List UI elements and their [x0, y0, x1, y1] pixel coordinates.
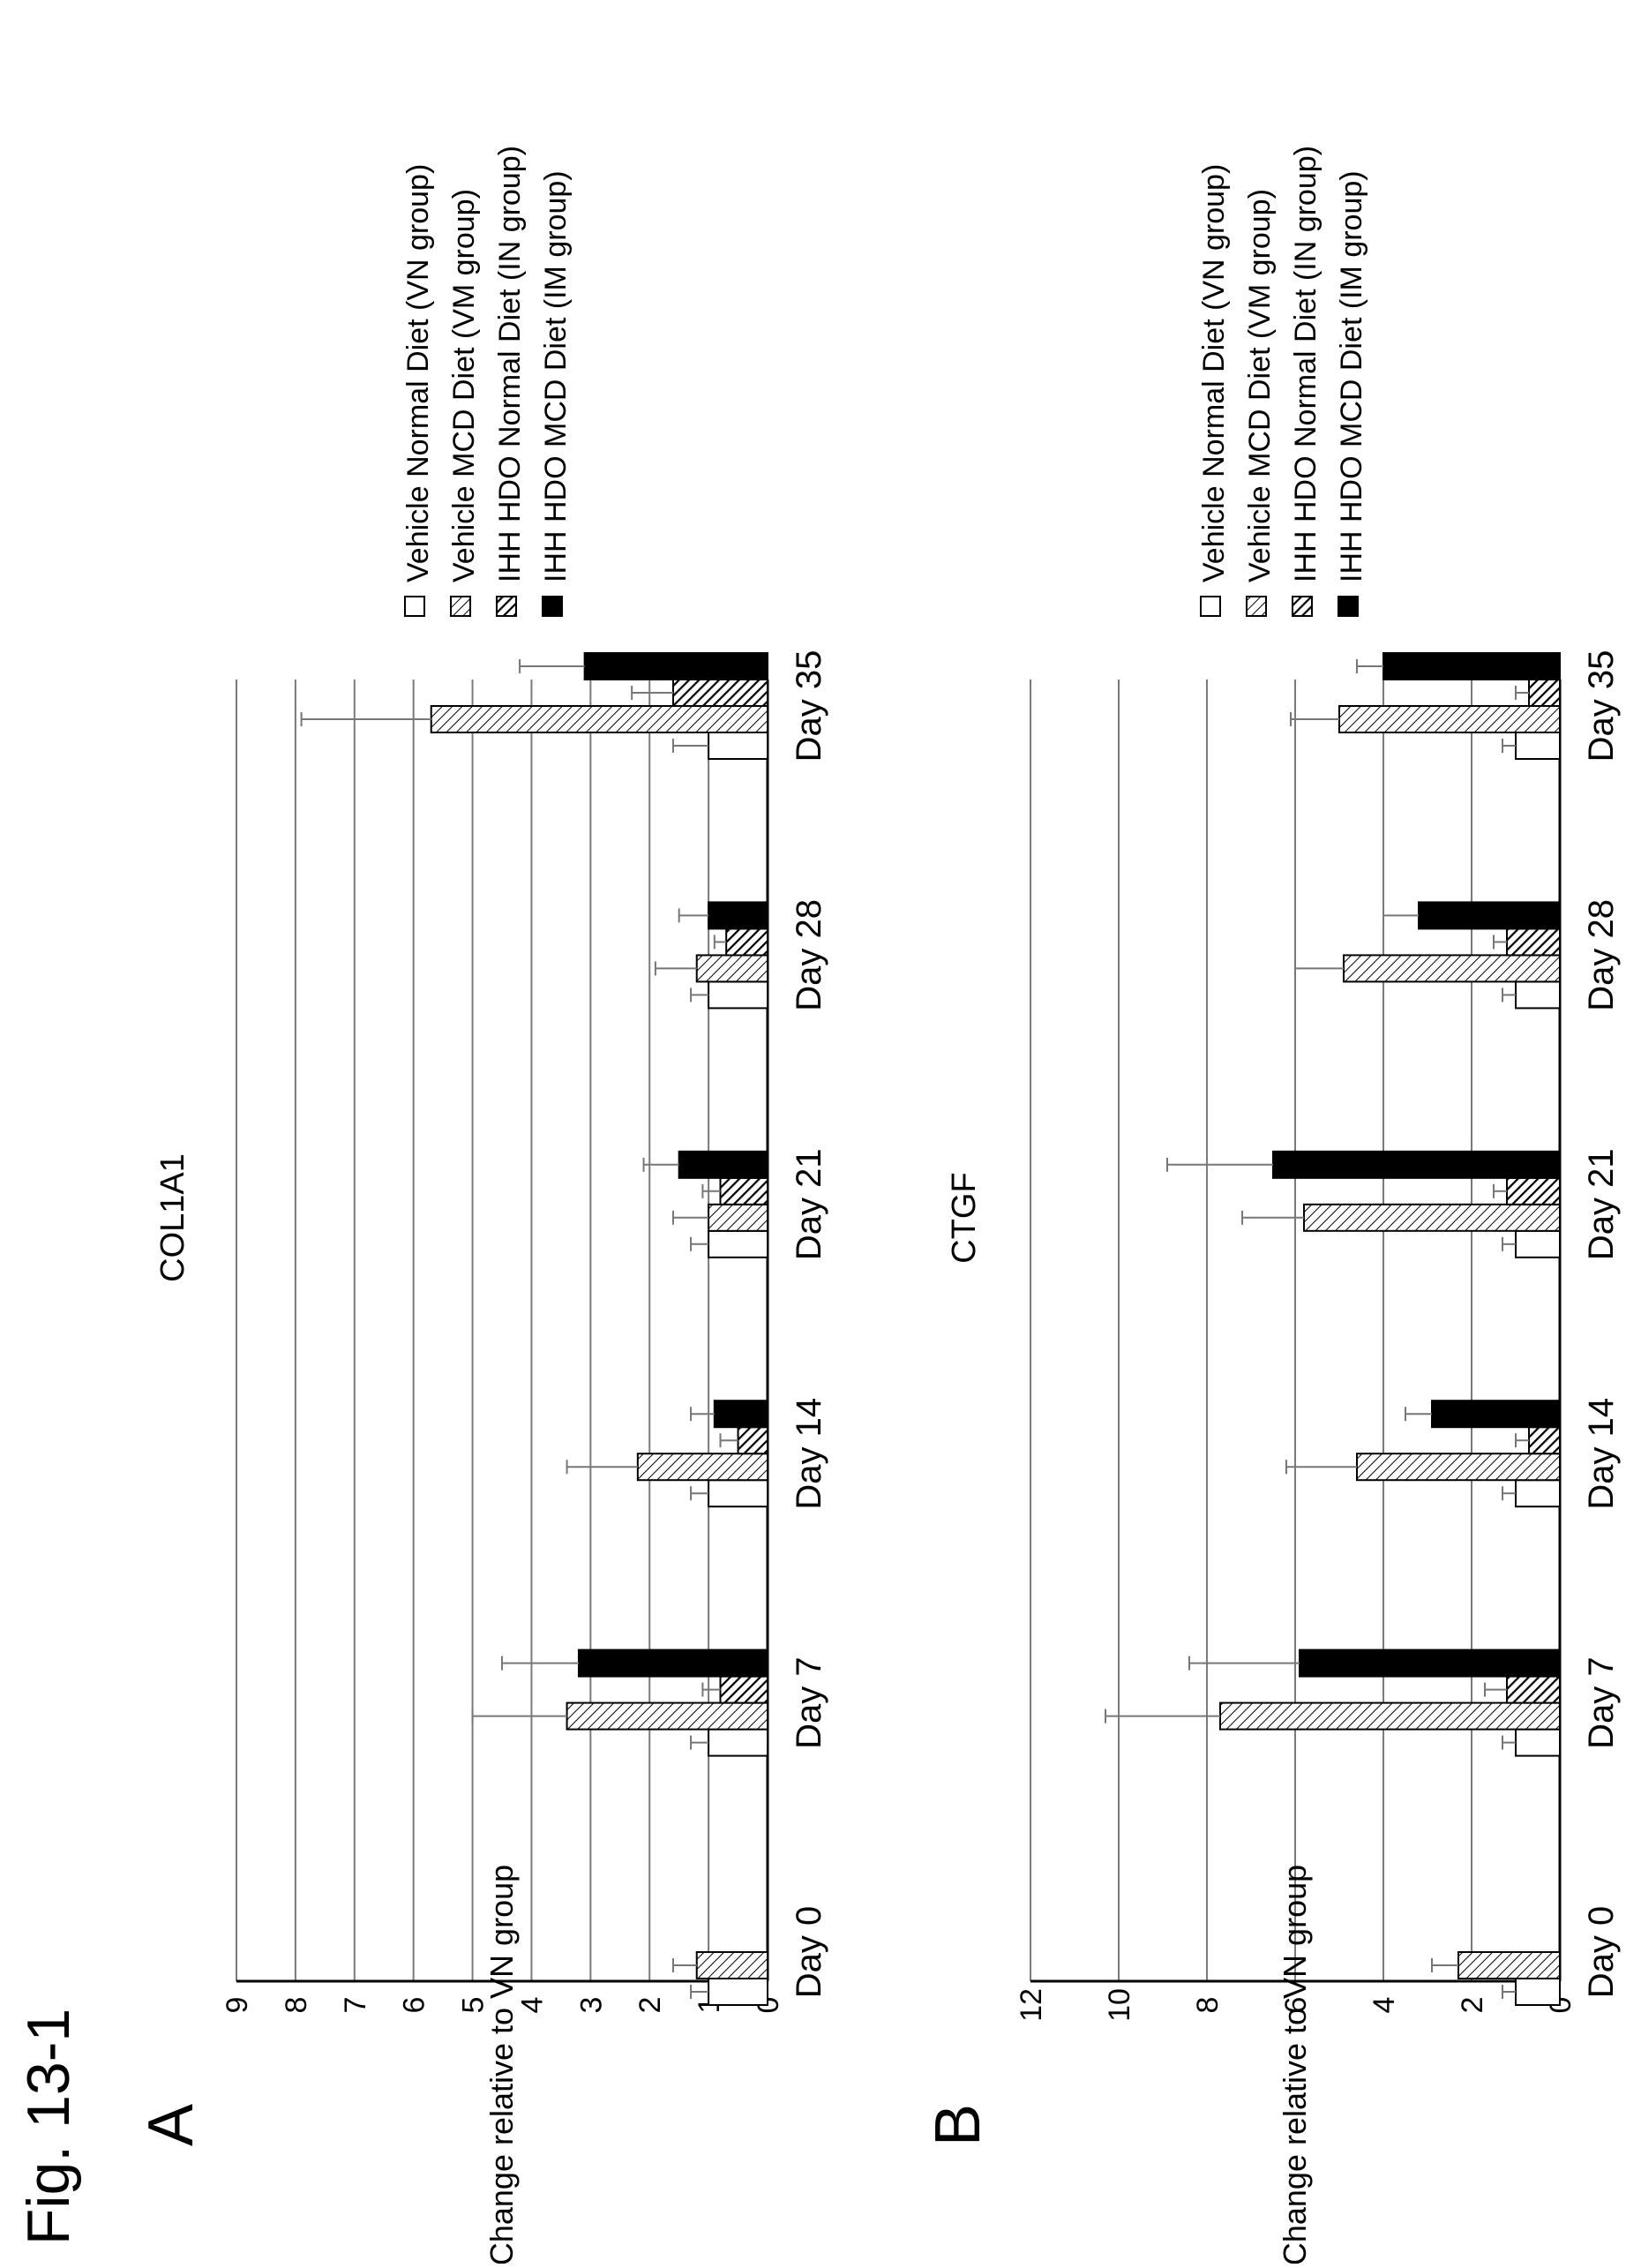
y-tick-label: 7: [339, 1997, 372, 2014]
bar-im: [577, 1648, 769, 1678]
bar-vn: [708, 980, 768, 1010]
bar-im: [678, 1150, 769, 1179]
bar-in: [1528, 1426, 1561, 1455]
y-tick-label: 5: [457, 1997, 491, 2014]
ctgf-chart: 024681012Change relative to VN groupDay …: [946, 146, 1621, 2265]
bar-im: [583, 652, 769, 680]
y-tick-label: 8: [1191, 1997, 1225, 2014]
category-label: Day 35: [1582, 650, 1621, 762]
bar-vm: [695, 954, 769, 983]
y-tick-label: 3: [574, 1997, 608, 2014]
legend-label: Vehicle MCD Diet (VM group): [447, 189, 481, 582]
bar-in: [719, 1176, 769, 1205]
legend-swatch-vn: [404, 596, 425, 617]
legend-swatch-vn: [1200, 596, 1221, 617]
bar-vm: [1303, 1203, 1561, 1232]
bar-vm: [636, 1453, 768, 1482]
bar-in: [671, 679, 769, 707]
bar-vn: [1515, 1229, 1561, 1258]
chart-title: CTGF: [946, 1172, 983, 1263]
bar-vn: [1515, 980, 1561, 1010]
y-axis-label: Change relative to VN group: [483, 1865, 520, 2264]
bar-in: [737, 1426, 768, 1455]
legend-swatch-vm: [1246, 596, 1267, 617]
legend-label: Vehicle Normal Diet (VN group): [1197, 164, 1231, 582]
bar-vn: [1515, 1728, 1561, 1757]
legend-swatch-in: [496, 596, 517, 617]
bar-vn: [708, 732, 768, 760]
bar-im: [1382, 652, 1561, 680]
bar-vm: [1219, 1701, 1561, 1731]
y-tick-label: 10: [1103, 1988, 1136, 2022]
legend-label: IHH HDO Normal Diet (IN group): [493, 146, 527, 582]
y-axis-label: Change relative to VN group: [1277, 1865, 1313, 2264]
bar-vn: [1515, 732, 1561, 760]
bar-vn: [708, 1229, 768, 1258]
category-label: Day 0: [790, 1906, 828, 1999]
panel-label-a: A: [136, 2104, 206, 2146]
category-label: Day 35: [790, 650, 828, 762]
bar-in: [1528, 679, 1561, 707]
category-label: Day 28: [1582, 899, 1621, 1011]
col1a1-chart: 0123456789Change relative to VN groupDay…: [154, 146, 828, 2265]
bar-vm: [708, 1203, 768, 1232]
y-tick-label: 4: [1368, 1997, 1401, 2014]
legend-label: Vehicle Normal Diet (VN group): [401, 164, 435, 582]
bar-vm: [566, 1701, 768, 1731]
bar-in: [719, 1675, 769, 1704]
bar-im: [1418, 901, 1561, 930]
panel-label-b: B: [923, 2104, 993, 2146]
category-label: Day 28: [790, 899, 828, 1011]
legend-swatch-vm: [450, 596, 471, 617]
bar-in: [1506, 927, 1561, 957]
legend-swatch-im: [1338, 596, 1359, 617]
category-label: Day 7: [1582, 1656, 1621, 1749]
bar-vn: [708, 1728, 768, 1757]
y-tick-label: 2: [633, 1997, 667, 2014]
bar-vn: [708, 1978, 768, 2006]
bar-vn: [1515, 1479, 1561, 1508]
legend-label: IHH HDO MCD Diet (IM group): [1335, 170, 1368, 582]
bar-vm: [1338, 705, 1561, 733]
figure-label: Fig. 13-1: [15, 2009, 82, 2245]
y-tick-label: 6: [1279, 1997, 1313, 2014]
legend-swatch-in: [1292, 596, 1313, 617]
y-tick-label: 2: [1456, 1997, 1489, 2014]
bar-im: [1431, 1400, 1561, 1429]
y-tick-label: 8: [280, 1997, 313, 2014]
bar-vm: [1356, 1453, 1561, 1482]
category-label: Day 21: [790, 1148, 828, 1260]
y-tick-label: 6: [398, 1997, 431, 2014]
y-tick-label: 9: [221, 1997, 254, 2014]
bar-vn: [1515, 1978, 1561, 2006]
bar-im: [708, 901, 768, 930]
bar-in: [1506, 1176, 1561, 1205]
bar-vn: [708, 1479, 768, 1508]
chart-title: COL1A1: [154, 1153, 191, 1282]
legend-label: Vehicle MCD Diet (VM group): [1243, 189, 1277, 582]
category-label: Day 14: [1582, 1398, 1621, 1510]
bar-im: [1272, 1150, 1561, 1179]
category-label: Day 0: [1582, 1906, 1621, 1999]
category-label: Day 14: [790, 1398, 828, 1510]
bar-in: [725, 927, 769, 957]
bar-in: [1506, 1675, 1561, 1704]
y-tick-label: 4: [515, 1997, 549, 2014]
category-label: Day 7: [790, 1656, 828, 1749]
legend-swatch-im: [542, 596, 563, 617]
legend-label: IHH HDO MCD Diet (IM group): [539, 170, 573, 582]
bar-im: [1299, 1648, 1561, 1678]
bar-vm: [430, 705, 768, 733]
y-tick-label: 12: [1015, 1988, 1048, 2022]
legend-label: IHH HDO Normal Diet (IN group): [1289, 146, 1323, 582]
bar-vm: [1343, 954, 1561, 983]
bar-vm: [695, 1951, 769, 1979]
category-label: Day 21: [1582, 1148, 1621, 1260]
bar-im: [713, 1400, 768, 1429]
bar-vm: [1457, 1951, 1561, 1979]
